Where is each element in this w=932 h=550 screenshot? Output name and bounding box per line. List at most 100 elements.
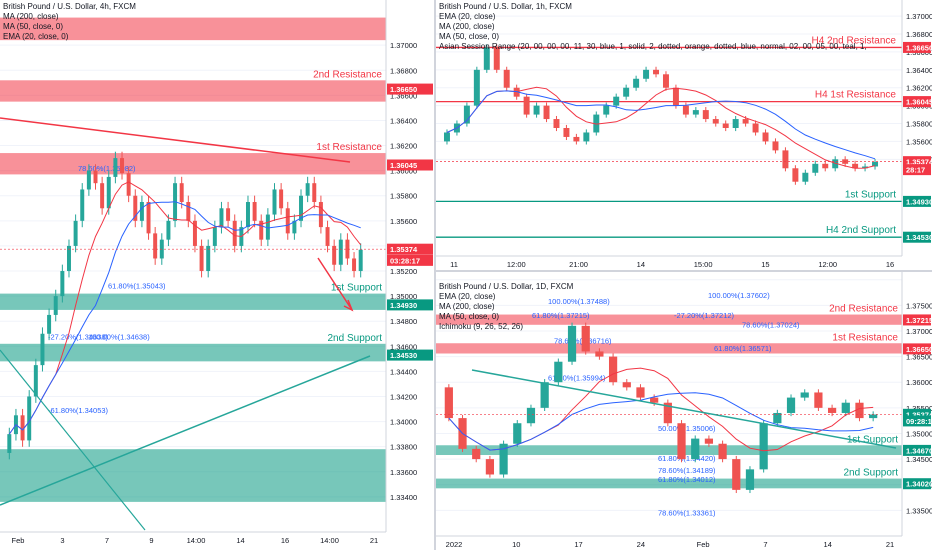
time-tick-label: 10 [512,540,520,549]
candle-body [358,249,363,272]
price-tag [387,243,433,255]
price-tag [903,231,931,243]
candle-body [782,150,789,169]
candle-body [800,392,809,398]
fib-label: 61.80%(1.34420) [658,454,716,463]
zone-label: 2nd Resistance [829,304,898,315]
panel-divider-horizontal[interactable] [436,270,932,272]
chart-1d-ichimoku-label: Ichimoku (9, 26, 52, 26) [439,322,524,331]
chart-4h-title: British Pound / U.S. Dollar, 4h, FXCM [3,2,136,11]
fib-label: 61.80%(1.35994) [548,374,606,383]
time-tick-label: 14 [637,260,645,269]
chart-1d-title: British Pound / U.S. Dollar, 1D, FXCM [439,282,574,291]
candle-body [60,271,65,297]
zone-label: 1st Support [331,283,382,294]
candle-body [633,78,640,88]
chart-4h-canvas[interactable]: 2nd Resistance 1st Resistance 1st Support 2… [0,0,434,550]
price-tag [903,41,931,53]
candle-body [485,459,495,475]
candle-body [662,74,669,88]
chart-1d-legend: British Pound / U.S. Dollar, 1D, FXCM EM… [439,282,573,332]
candle-body [206,245,211,272]
time-tick-label: 16 [886,260,894,269]
chart-1d-panel[interactable]: 2nd Resistance 1st Resistance 1st Support 2… [436,272,932,550]
time-tick-label: 2022 [446,540,463,549]
candle-body [513,423,522,444]
level-label: 1st Support [845,189,896,200]
candle-body [219,208,224,228]
candle-body [554,361,563,383]
time-tick-label: 7 [763,540,767,549]
level-zone [0,80,386,102]
candle-body [772,141,779,151]
price-tag-label: 1.34530 [390,351,417,360]
time-tick-label: 15 [761,260,769,269]
price-tag-label: 1.34530 [906,233,932,242]
level-zone [0,17,386,41]
price-axis [902,0,932,270]
time-tick-label: 12:00 [507,260,526,269]
candle-body [252,202,257,221]
candle-body [762,132,769,142]
price-tag [903,408,931,420]
price-tick-label: 1.36200 [390,142,417,151]
chart-1h-panel[interactable]: H4 2nd Resistance H4 1st Resistance 1st Su… [436,0,932,270]
candle-body [712,119,719,124]
candle-body [643,69,650,79]
candle-body [827,407,837,413]
chart-4h-ma50-label: MA (50, close, 0) [3,22,64,31]
price-tag [903,156,931,168]
candle-body [677,423,686,460]
candle-body [139,202,144,221]
chart-1d-ema20-label: EMA (20, close) [439,292,496,301]
candle-body [33,365,38,397]
candle-body [702,110,709,120]
candle-body [463,105,470,124]
level-zone [436,478,902,489]
level-zone [0,153,386,175]
fib-label: -27.20%(1.34638) [48,333,109,342]
ma50-line [8,201,361,435]
candle-body [792,168,799,182]
candle-body [513,87,520,97]
fib-label: -61.80%(1.34053) [48,406,109,415]
price-tag [387,83,433,95]
candle-body [312,183,317,203]
candle-body [40,333,45,366]
price-tick-label: 1.35800 [906,120,932,129]
price-tag-label: 1.36045 [906,98,932,107]
price-tick-label: 1.36200 [906,84,932,93]
price-tag [387,299,433,311]
zone-label: 1st Resistance [316,142,382,153]
price-tick-label: 1.36800 [906,30,932,39]
candle-body [583,132,590,142]
candle-body [86,170,91,190]
chart-1h-canvas[interactable]: H4 2nd Resistance H4 1st Resistance 1st Su… [436,0,932,270]
trendline-daily [471,369,897,449]
candle-body [722,123,729,128]
price-tag-label: 1.37215 [906,316,932,325]
chart-1d-canvas[interactable]: 2nd Resistance 1st Resistance 1st Support 2… [436,272,932,550]
trendline-support [0,355,371,506]
price-tick-label: 1.33400 [390,493,417,502]
candle-body [299,195,304,221]
candle-body [133,195,138,221]
time-tick-label: 21 [886,540,894,549]
candle-body [672,87,679,106]
time-tick-label: 14 [824,540,832,549]
chart-4h-panel[interactable]: 2nd Resistance 1st Resistance 1st Support 2… [0,0,434,550]
candle-body [325,227,330,246]
candle-body [732,459,741,490]
candle-body [27,396,32,441]
level-zone [0,293,386,310]
fib-label: 100.00%(1.37488) [548,297,610,306]
candle-body [663,402,672,424]
candle-body [786,397,796,413]
candle-body [285,208,290,234]
candle-body [704,438,714,444]
panel-divider-vertical[interactable] [434,0,436,550]
time-tick-label: 14:00 [320,536,339,545]
candle-body [186,202,191,221]
candle-body [493,47,500,70]
candle-body [332,245,337,265]
